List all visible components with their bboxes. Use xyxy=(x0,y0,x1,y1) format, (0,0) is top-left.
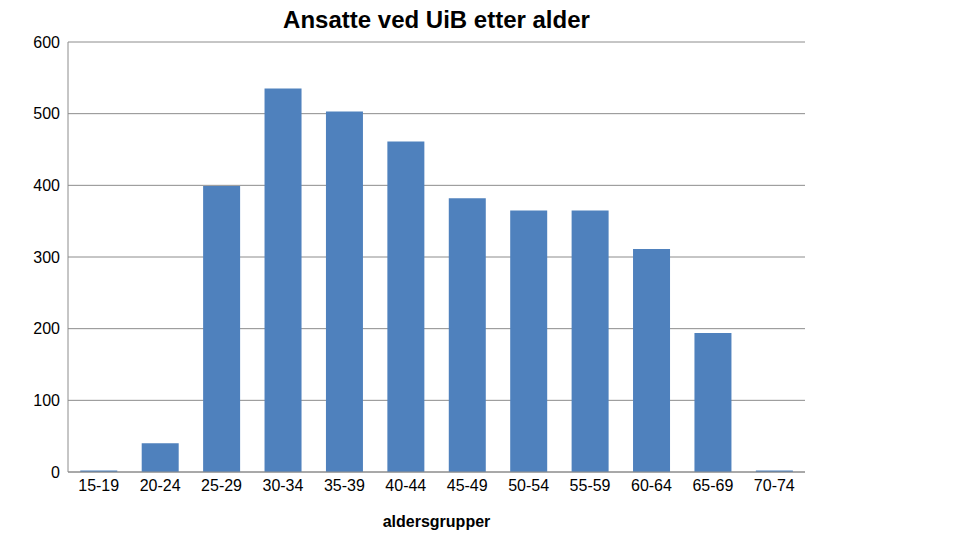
svg-text:70-74: 70-74 xyxy=(754,477,795,494)
svg-text:600: 600 xyxy=(33,34,60,51)
svg-text:100: 100 xyxy=(33,392,60,409)
svg-text:55-59: 55-59 xyxy=(570,477,611,494)
svg-text:15-19: 15-19 xyxy=(78,477,119,494)
svg-text:50-54: 50-54 xyxy=(508,477,549,494)
svg-text:40-44: 40-44 xyxy=(385,477,426,494)
svg-text:500: 500 xyxy=(33,105,60,122)
svg-text:45-49: 45-49 xyxy=(447,477,488,494)
svg-text:65-69: 65-69 xyxy=(692,477,733,494)
svg-text:300: 300 xyxy=(33,249,60,266)
svg-text:aldersgrupper: aldersgrupper xyxy=(383,513,491,530)
svg-text:60-64: 60-64 xyxy=(631,477,672,494)
svg-text:20-24: 20-24 xyxy=(140,477,181,494)
svg-text:200: 200 xyxy=(33,320,60,337)
svg-text:25-29: 25-29 xyxy=(201,477,242,494)
svg-text:35-39: 35-39 xyxy=(324,477,365,494)
svg-text:400: 400 xyxy=(33,177,60,194)
svg-text:30-34: 30-34 xyxy=(262,477,303,494)
html-text:Ansatte ved UiB etter alder: Ansatte ved UiB etter alder xyxy=(283,6,590,33)
svg-text:0: 0 xyxy=(51,464,60,481)
